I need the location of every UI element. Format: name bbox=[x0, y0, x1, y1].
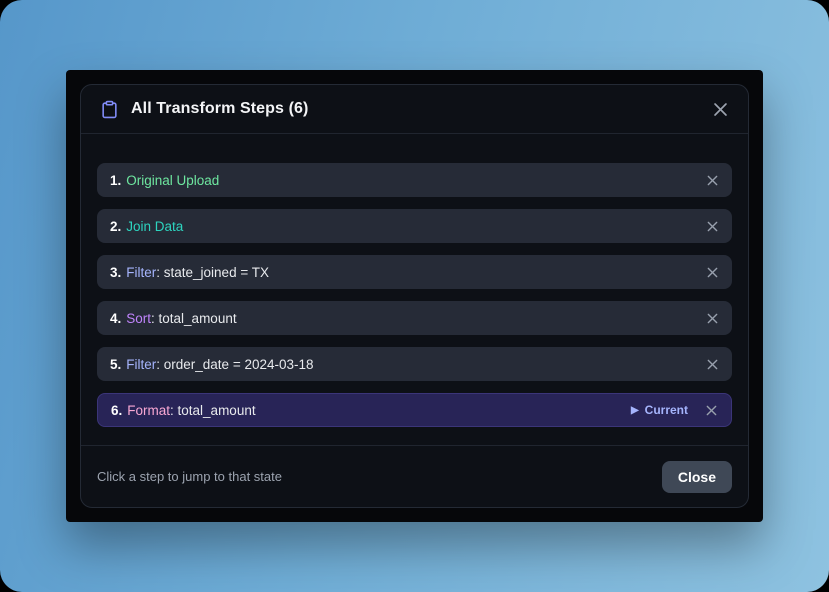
step-number: 5. bbox=[110, 356, 122, 372]
current-badge-label: Current bbox=[644, 403, 688, 417]
current-step-badge: ▶ Current bbox=[631, 403, 688, 417]
x-icon bbox=[705, 404, 718, 417]
step-number: 4. bbox=[110, 310, 122, 326]
clipboard-icon bbox=[100, 100, 119, 119]
step-name: Filter bbox=[126, 264, 157, 280]
close-button[interactable]: Close bbox=[661, 460, 732, 493]
step-row-1[interactable]: 1. Original Upload bbox=[97, 163, 732, 197]
steps-list: 1. Original Upload 2. Join Data 3. Filter: st… bbox=[81, 134, 748, 445]
step-row-3[interactable]: 3. Filter: state_joined = TX bbox=[97, 255, 732, 289]
play-triangle-icon: ▶ bbox=[630, 404, 639, 416]
step-detail: : order_date = 2024-03-18 bbox=[156, 356, 314, 372]
step-name: Join Data bbox=[126, 218, 184, 234]
step-detail: : total_amount bbox=[170, 402, 256, 418]
x-icon bbox=[706, 358, 719, 371]
remove-step-button[interactable] bbox=[706, 220, 719, 233]
x-icon bbox=[706, 312, 719, 325]
modal-frame: All Transform Steps (6) 1. Original Uploa… bbox=[66, 70, 763, 522]
step-row-5[interactable]: 5. Filter: order_date = 2024-03-18 bbox=[97, 347, 732, 381]
step-name: Original Upload bbox=[126, 172, 220, 188]
step-number: 2. bbox=[110, 218, 122, 234]
remove-step-button[interactable] bbox=[706, 312, 719, 325]
remove-step-button[interactable] bbox=[706, 358, 719, 371]
step-number: 3. bbox=[110, 264, 122, 280]
step-detail: : state_joined = TX bbox=[156, 264, 269, 280]
remove-step-button[interactable] bbox=[706, 174, 719, 187]
remove-step-button[interactable] bbox=[705, 404, 718, 417]
x-icon bbox=[706, 220, 719, 233]
dialog-footer: Click a step to jump to that state Close bbox=[81, 445, 748, 507]
footer-hint: Click a step to jump to that state bbox=[97, 469, 282, 484]
transform-steps-dialog: All Transform Steps (6) 1. Original Uploa… bbox=[80, 84, 749, 508]
step-number: 1. bbox=[110, 172, 122, 188]
x-icon bbox=[706, 266, 719, 279]
step-name: Filter bbox=[126, 356, 157, 372]
dialog-header: All Transform Steps (6) bbox=[81, 85, 748, 134]
x-icon bbox=[706, 174, 719, 187]
dialog-close-button[interactable] bbox=[712, 101, 729, 118]
step-row-6[interactable]: 6. Format: total_amount ▶ Current bbox=[97, 393, 732, 427]
dialog-title: All Transform Steps (6) bbox=[131, 100, 309, 117]
step-row-4[interactable]: 4. Sort: total_amount bbox=[97, 301, 732, 335]
step-detail: : total_amount bbox=[151, 310, 237, 326]
step-name: Format bbox=[127, 402, 171, 418]
x-icon bbox=[712, 101, 729, 118]
step-row-2[interactable]: 2. Join Data bbox=[97, 209, 732, 243]
step-number: 6. bbox=[111, 402, 123, 418]
remove-step-button[interactable] bbox=[706, 266, 719, 279]
step-name: Sort bbox=[126, 310, 152, 326]
